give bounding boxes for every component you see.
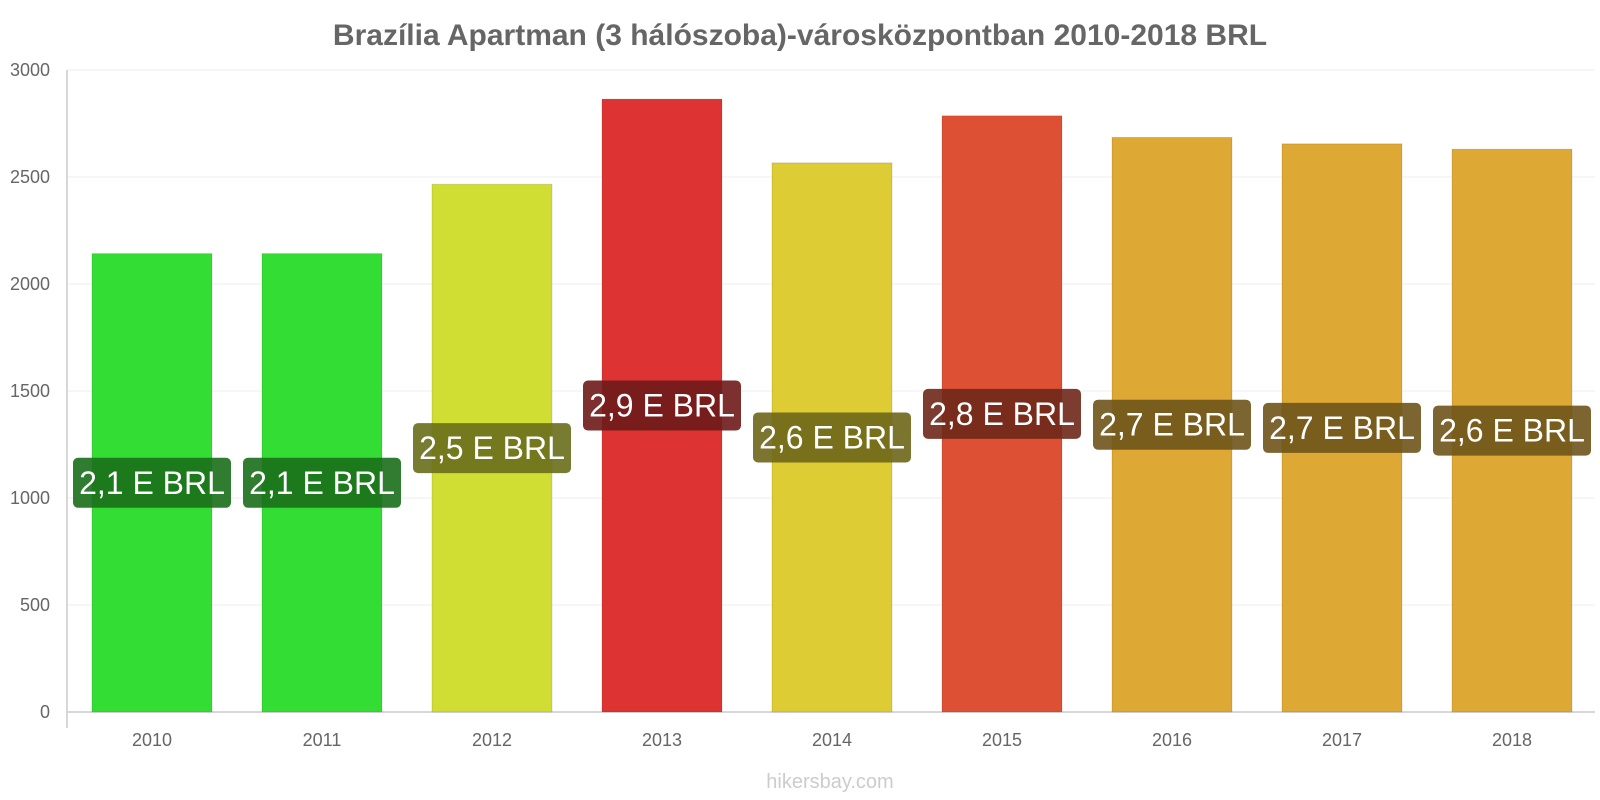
y-tick-label: 0 xyxy=(40,702,50,722)
x-tick-label: 2012 xyxy=(472,730,512,750)
data-label-box xyxy=(73,457,231,508)
data-label-box xyxy=(1093,399,1251,450)
x-tick-label: 2011 xyxy=(303,730,342,750)
data-label-box xyxy=(413,423,571,474)
data-label: 2,6 E BRL xyxy=(759,419,905,455)
y-tick-label: 1000 xyxy=(10,488,50,508)
data-labels: 2,1 E BRL 2,1 E BRL 2,5 E BRL 2,9 E BRL 2,6 … xyxy=(73,380,1591,508)
x-tick-label: 2017 xyxy=(1322,730,1362,750)
data-label: 2,1 E BRL xyxy=(249,465,395,501)
data-label: 2,7 E BRL xyxy=(1269,410,1415,446)
y-tick-label: 3000 xyxy=(10,60,50,80)
data-label-box xyxy=(1263,402,1421,453)
data-label: 2,9 E BRL xyxy=(589,388,735,424)
chart-title: Brazília Apartman (3 hálószoba)-városköz… xyxy=(333,19,1267,52)
x-tick-label: 2018 xyxy=(1492,730,1532,750)
data-label: 2,7 E BRL xyxy=(1099,407,1245,443)
x-tick-label: 2015 xyxy=(982,730,1022,750)
data-label-box xyxy=(583,380,741,431)
data-label: 2,5 E BRL xyxy=(419,430,565,466)
data-label-box xyxy=(753,412,911,463)
data-label: 2,6 E BRL xyxy=(1439,413,1585,449)
watermark: hikersbay.com xyxy=(766,771,893,793)
y-tick-label: 500 xyxy=(20,595,50,615)
x-tick-label: 2014 xyxy=(812,730,852,750)
data-label-box xyxy=(243,457,401,508)
data-label-box xyxy=(1433,405,1591,456)
y-tick-label: 2000 xyxy=(10,274,50,294)
data-label: 2,1 E BRL xyxy=(79,465,225,501)
x-tick-label: 2013 xyxy=(642,730,682,750)
x-tick-label: 2010 xyxy=(132,730,172,750)
y-tick-label: 1500 xyxy=(10,381,50,401)
data-label: 2,8 E BRL xyxy=(929,396,1075,432)
data-label-box xyxy=(923,388,1081,439)
x-tick-label: 2016 xyxy=(1152,730,1192,750)
y-tick-label: 2500 xyxy=(10,167,50,187)
